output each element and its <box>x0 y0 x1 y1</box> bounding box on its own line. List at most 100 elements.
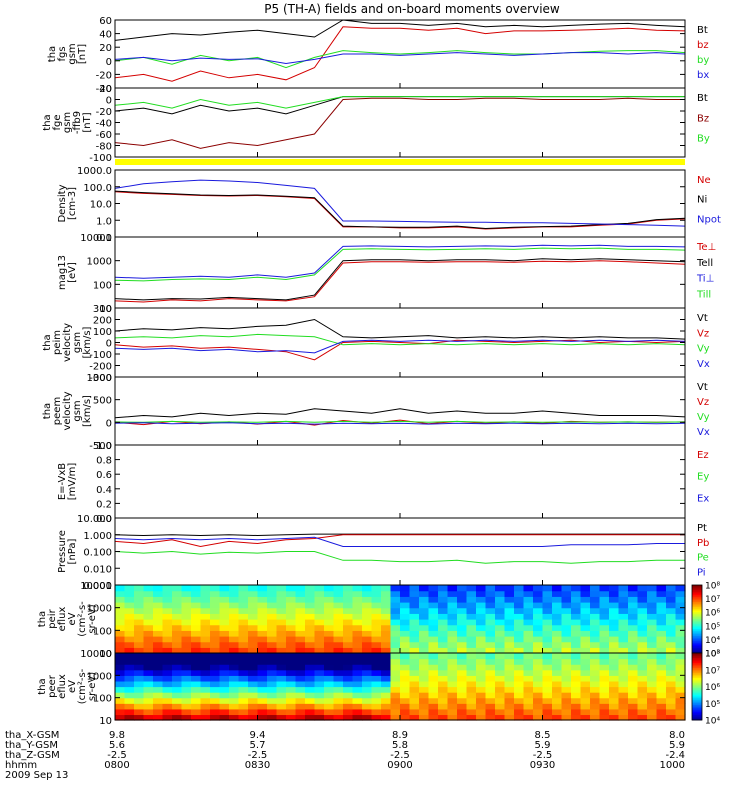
heatmap-cell <box>419 664 430 671</box>
heatmap-cell <box>210 619 221 626</box>
heatmap-cell <box>438 607 449 614</box>
heatmap-cell <box>647 653 658 660</box>
heatmap-cell <box>238 708 249 716</box>
heatmap-cell <box>438 708 449 716</box>
heatmap-cell <box>248 613 259 620</box>
colorbar-segment <box>692 663 702 666</box>
heatmap-cell <box>580 714 591 721</box>
heatmap-cell <box>447 703 458 710</box>
heatmap-cell <box>248 602 259 609</box>
heatmap-cell <box>333 619 344 626</box>
heatmap-cell <box>115 664 126 671</box>
heatmap-cell <box>134 669 145 676</box>
heatmap-cell <box>533 675 544 682</box>
heatmap-cell <box>314 653 325 660</box>
heatmap-cell <box>438 658 449 665</box>
heatmap-cell <box>134 708 145 716</box>
heatmap-cell <box>333 708 344 716</box>
heatmap-cell <box>666 680 677 688</box>
legend-label: Vz <box>697 397 709 408</box>
colorbar-segment <box>692 671 702 674</box>
heatmap-cell <box>229 675 240 682</box>
heatmap-cell <box>172 624 183 631</box>
heatmap-cell <box>485 675 496 682</box>
heatmap-cell <box>609 680 620 688</box>
heatmap-cell <box>219 647 230 654</box>
heatmap-cell <box>580 686 591 693</box>
heatmap-cell <box>476 596 487 603</box>
heatmap-cell <box>229 636 240 643</box>
heatmap-cell <box>618 708 629 716</box>
heatmap-cell <box>305 636 316 643</box>
heatmap-cell <box>618 680 629 688</box>
chart-title: P5 (TH-A) fields and on-board moments ov… <box>264 2 560 16</box>
heatmap-cell <box>428 636 439 643</box>
legend-label: Npot <box>697 214 721 225</box>
heatmap-cell <box>495 636 506 643</box>
heatmap-cell <box>447 653 458 660</box>
colorbar-segment <box>692 602 702 605</box>
heatmap-cell <box>533 619 544 626</box>
heatmap-cell <box>637 596 648 603</box>
series-line-Vy <box>115 420 685 423</box>
heatmap-cell <box>219 675 230 682</box>
heatmap-cell <box>371 686 382 693</box>
x-tick-label: -2.4 <box>665 750 685 761</box>
series-line-bz <box>115 26 685 82</box>
heatmap-cell <box>409 613 420 620</box>
heatmap-cell <box>390 703 401 710</box>
heatmap-cell <box>561 680 572 688</box>
heatmap-cell <box>428 585 439 592</box>
heatmap-cell <box>599 585 610 592</box>
heatmap-cell <box>476 658 487 665</box>
heatmap-cell <box>590 680 601 688</box>
heatmap-cell <box>362 619 373 626</box>
heatmap-cell <box>134 680 145 688</box>
x-tick-label: 5.7 <box>250 740 266 751</box>
heatmap-cell <box>675 708 686 716</box>
heatmap-cell <box>419 703 430 710</box>
heatmap-cell <box>191 624 202 631</box>
heatmap-cell <box>181 708 192 716</box>
heatmap-cell <box>656 703 667 710</box>
heatmap-cell <box>248 675 259 682</box>
heatmap-cell <box>580 590 591 597</box>
colorbar-segment <box>692 585 702 588</box>
heatmap-cell <box>181 607 192 614</box>
legend-label: Pb <box>697 538 709 549</box>
heatmap-cell <box>504 596 515 603</box>
heatmap-cell <box>181 647 192 654</box>
colorbar-segment <box>692 654 702 657</box>
heatmap-cell <box>580 658 591 665</box>
heatmap-cell <box>409 619 420 626</box>
heatmap-cell <box>352 585 363 592</box>
heatmap-cell <box>666 607 677 614</box>
heatmap-cell <box>599 613 610 620</box>
heatmap-cell <box>656 630 667 637</box>
heatmap-cell <box>333 653 344 660</box>
heatmap-cell <box>210 641 221 648</box>
heatmap-cell <box>628 602 639 609</box>
y-tick-label: 0.8 <box>96 456 112 467</box>
heatmap-cell <box>248 658 259 665</box>
heatmap-cell <box>552 596 563 603</box>
heatmap-cell <box>552 708 563 716</box>
heatmap-cell <box>267 613 278 620</box>
heatmap-cell <box>286 602 297 609</box>
heatmap-cell <box>314 675 325 682</box>
heatmap-cell <box>571 664 582 671</box>
heatmap-cell <box>466 658 477 665</box>
heatmap-cell <box>647 585 658 592</box>
heatmap-cell <box>257 624 268 631</box>
heatmap-cell <box>637 602 648 609</box>
heatmap-cell <box>571 669 582 676</box>
heatmap-cell <box>390 624 401 631</box>
heatmap-cell <box>637 607 648 614</box>
heatmap-cell <box>457 630 468 637</box>
series-line-Pi <box>115 536 685 547</box>
heatmap-cell <box>599 607 610 614</box>
heatmap-cell <box>599 590 610 597</box>
heatmap-cell <box>647 703 658 710</box>
heatmap-cell <box>115 669 126 676</box>
